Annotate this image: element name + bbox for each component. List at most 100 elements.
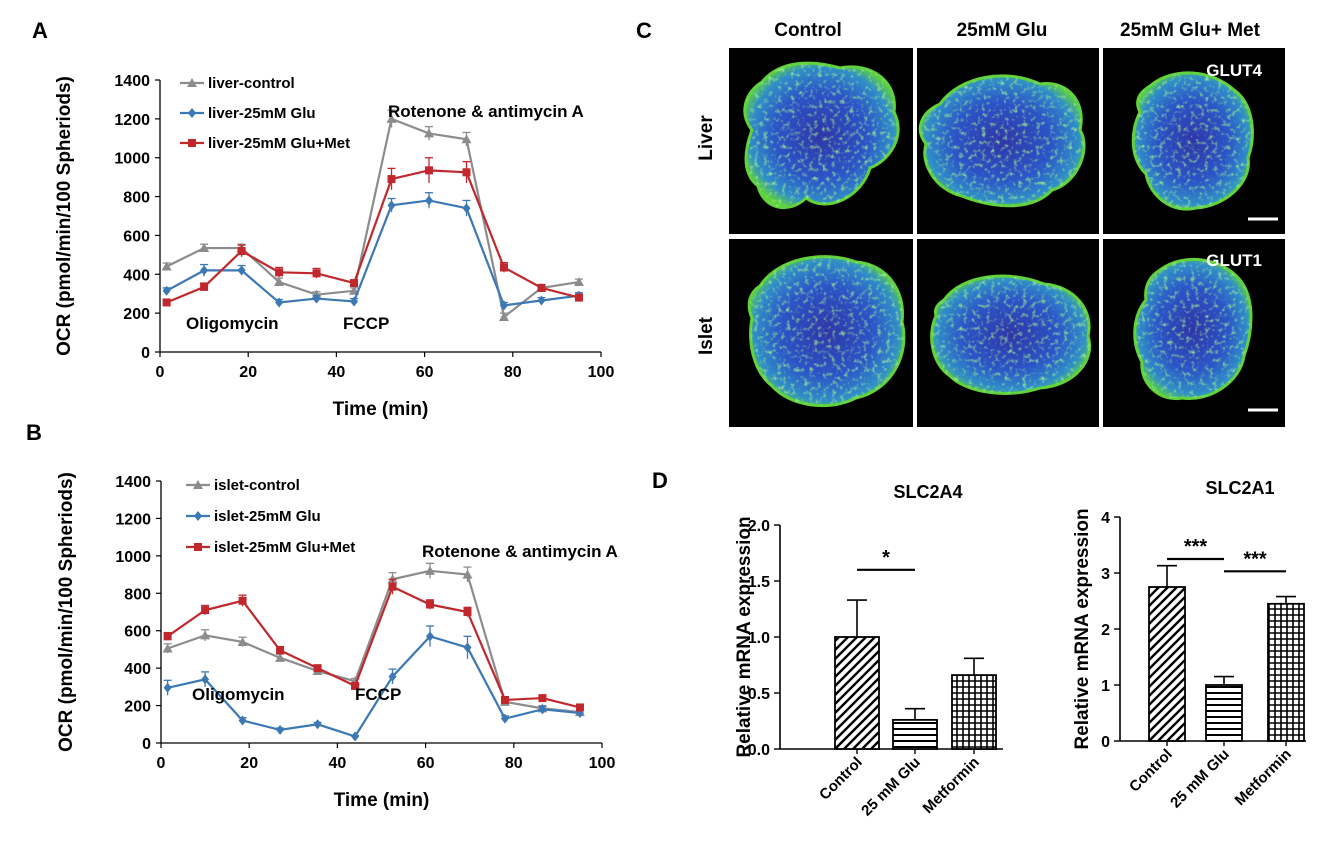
micro-row-liver: Liver <box>696 115 717 161</box>
data-point <box>200 282 209 291</box>
x-tick-label: 60 <box>416 364 434 381</box>
data-point <box>387 200 396 211</box>
x-tick-label: 40 <box>328 364 346 381</box>
y-tick-label: 2 <box>1101 622 1110 639</box>
panel-label-c: C <box>636 18 652 43</box>
annotation-rotenone-antimycin-a: Rotenone & antimycin A <box>388 102 584 121</box>
data-point <box>237 265 246 276</box>
data-point <box>276 724 285 735</box>
legend-marker <box>194 511 202 521</box>
y-tick-label: 3 <box>1101 566 1110 583</box>
data-point <box>238 596 247 605</box>
y-tick-label: 200 <box>123 306 150 323</box>
y-tick-label: 1000 <box>114 151 150 168</box>
data-point <box>463 642 472 653</box>
data-point <box>313 719 322 730</box>
data-point <box>275 268 284 277</box>
data-point <box>237 246 246 255</box>
chart-title: SLC2A4 <box>893 482 962 502</box>
annotation-oligomycin: Oligomycin <box>192 685 285 704</box>
y-tick-label: 200 <box>124 699 151 716</box>
x-tick-label: 100 <box>588 364 615 381</box>
x-tick-label: 0 <box>156 364 165 381</box>
x-tick-label: 80 <box>505 755 523 772</box>
legend-label: liver-25mM Glu <box>208 105 316 122</box>
data-point <box>162 643 173 653</box>
annotation-oligomycin: Oligomycin <box>186 314 279 333</box>
series-line <box>166 199 580 307</box>
y-tick-label: 400 <box>123 267 150 284</box>
data-point <box>238 715 247 726</box>
y-axis-label: Relative mRNA expression <box>1072 508 1093 749</box>
y-tick-label: 1.5 <box>748 574 770 591</box>
data-point <box>425 565 436 575</box>
significance-label: *** <box>1184 536 1208 558</box>
annotation-fccp: FCCP <box>343 314 389 333</box>
bar-25-mm-glu <box>892 718 938 750</box>
y-tick-label: 1 <box>1101 678 1110 695</box>
series-liver-25mm-glu <box>162 192 583 311</box>
data-point <box>274 277 285 287</box>
x-axis-label: Time (min) <box>334 790 430 811</box>
data-point <box>388 582 397 591</box>
data-point <box>538 704 547 715</box>
data-point <box>462 203 471 214</box>
data-point <box>537 283 546 292</box>
legend-marker <box>188 108 196 118</box>
data-point <box>575 703 584 712</box>
micro-col-glu: 25mM Glu <box>957 20 1048 41</box>
data-point <box>162 298 171 307</box>
data-point <box>200 630 211 640</box>
legend-label: liver-control <box>208 75 295 92</box>
data-point <box>275 652 286 662</box>
data-point <box>426 631 435 642</box>
x-tick-label: 25 mM Glu <box>1167 746 1233 812</box>
data-point <box>276 646 285 655</box>
micro-col-glu-met: 25mM Glu+ Met <box>1120 20 1261 41</box>
x-tick-label: Metformin <box>1232 746 1295 809</box>
series-islet-25mm-glu <box>163 625 584 742</box>
legend-label: islet-control <box>214 477 300 494</box>
y-tick-label: 0 <box>142 736 151 753</box>
chart-a-ocr-liver: 0 200 400 600 800 1000 1200 1400 0 20 40 60 80 100 Tim… <box>54 73 614 420</box>
bar-metformin <box>951 674 997 750</box>
data-point <box>499 300 508 311</box>
y-tick-label: 0.5 <box>748 686 770 703</box>
data-point <box>388 671 397 682</box>
data-point <box>386 113 397 123</box>
legend-marker <box>193 480 203 489</box>
data-point <box>201 606 210 615</box>
y-axis-label: OCR (pmol/min/100 Spheriods) <box>54 76 75 356</box>
data-point <box>499 263 508 272</box>
x-tick-label: 40 <box>329 755 347 772</box>
data-point <box>312 269 321 278</box>
panel-label-b: B <box>26 420 42 445</box>
series-islet-25mm-glu-met <box>163 578 584 712</box>
data-point <box>200 265 209 276</box>
micrograph-panel: Control 25mM Glu 25mM Glu+ Met Liver Isl… <box>696 20 1285 427</box>
data-point <box>424 128 435 138</box>
data-point <box>425 195 434 206</box>
chart-title: SLC2A1 <box>1205 478 1274 498</box>
data-point <box>313 664 322 673</box>
panel-label-a: A <box>32 18 48 43</box>
data-point <box>463 608 472 616</box>
data-point <box>350 296 359 307</box>
data-point <box>387 175 396 184</box>
series-line <box>167 635 581 738</box>
series-line <box>167 569 581 714</box>
data-point <box>163 632 172 641</box>
bar-control <box>834 636 880 750</box>
data-point <box>425 166 434 175</box>
annotation-fccp: FCCP <box>355 685 401 704</box>
x-tick-label: Control <box>1126 746 1176 796</box>
data-point <box>312 293 321 304</box>
y-axis-label: OCR (pmol/min/100 Spheriods) <box>56 472 77 752</box>
chart-b-ocr-islet: 0 200 400 600 800 1000 1200 1400 0 20 40 60 80 100 Tim… <box>56 472 618 811</box>
y-tick-label: 4 <box>1101 510 1110 527</box>
x-tick-label: 60 <box>417 755 435 772</box>
y-tick-label: 0 <box>1101 734 1110 751</box>
y-tick-label: 1200 <box>114 112 150 129</box>
